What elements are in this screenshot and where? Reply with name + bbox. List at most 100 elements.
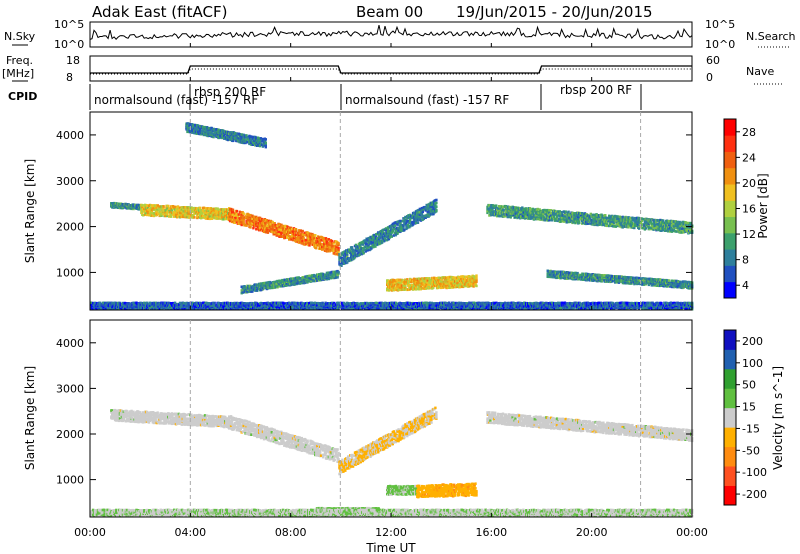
echo-cell [218,208,221,212]
freq-right-tick-bottom: 0 [706,71,713,84]
echo-cell [376,232,379,236]
echo-cell [328,249,331,253]
echo-cell [302,237,305,240]
echo-cell [303,231,306,235]
echo-cell [435,198,438,202]
date-range: 19/Jun/2015 - 20/Jun/2015 [456,3,653,21]
echo-cell [219,211,222,215]
echo-cell [245,221,248,225]
echo-cell [287,233,290,236]
echo-cell [298,232,301,235]
echo-cell [464,281,468,284]
echo-cell [420,279,423,283]
echo-cell [396,223,399,226]
echo-cell [346,251,349,255]
echo-cell [337,248,340,252]
nsky-label: N.Sky [4,30,36,43]
echo-cell [176,205,180,208]
echo-cell [411,216,414,220]
echo-cell [285,228,288,231]
echo-cell [474,283,477,286]
echo-cell [330,239,333,243]
echo-cell [463,277,467,280]
echo-cell [337,242,340,245]
echo-cell [240,223,243,227]
echo-cell [211,216,214,220]
echo-cell [389,233,393,237]
echo-cell [439,286,443,290]
echo-cell [189,215,192,219]
echo-cell [435,208,438,212]
echo-cell [175,213,179,217]
echo-cell [351,248,355,252]
echo-cell [495,206,498,209]
echo-cell [140,207,143,211]
echo-cell [429,205,432,208]
echo-cell [435,205,438,208]
echo-cell [213,215,216,219]
echo-cell [290,234,294,237]
echo-cell [431,203,434,207]
echo-cell [164,214,167,218]
echo-cell [325,242,329,245]
echo-cell [228,210,232,213]
echo-cell [420,211,424,215]
echo-cell [269,222,272,226]
echo-cell [417,287,421,291]
echo-cell [424,281,427,284]
echo-cell [392,234,395,237]
echo-cell [491,208,494,212]
echo-cell [450,281,453,285]
echo-cell [414,280,418,283]
echo-cell [374,245,377,248]
echo-cell [424,285,427,288]
echo-cell [416,282,420,285]
echo-cell [235,209,239,213]
echo-cell [280,229,283,232]
freq-label: Freq. [6,54,33,67]
echo-cell [355,249,359,253]
echo-cell [423,277,426,280]
echo-cell [490,213,493,217]
echo-cell [359,248,362,252]
echo-cell [278,223,281,226]
echo-cell [346,255,349,259]
echo-cell [227,215,230,219]
echo-cell [152,208,156,211]
echo-cell [386,233,390,237]
echo-cell [299,234,302,237]
freq-unit-label: [MHz] [2,67,34,80]
echo-cell [231,213,235,216]
echo-cell [407,223,410,227]
echo-cell [146,209,149,213]
echo-cell [362,247,365,250]
echo-cell [364,245,367,248]
echo-cell [420,213,424,216]
echo-cell [301,235,304,238]
echo-cell [222,213,225,217]
echo-cell [290,227,294,231]
echo-cell [460,277,463,281]
echo-cell [396,232,399,235]
echo-cell [294,233,298,237]
echo-cell [422,208,425,211]
echo-cell [242,220,245,224]
echo-cell [340,264,343,267]
echo-cell [225,212,228,215]
echo-cell [269,228,272,231]
echo-cell [201,216,205,219]
echo-cell [166,212,169,216]
echo-cell [475,284,478,288]
echo-cell [276,224,279,228]
echo-cell [188,206,191,209]
echo-cell [164,211,167,214]
echo-cell [240,218,243,222]
echo-cell [472,285,475,288]
echo-cell [432,279,435,282]
echo-cell [202,206,206,210]
echo-cell [251,217,254,220]
echo-cell [390,235,393,238]
echo-cell [271,220,274,224]
echo-cell [416,221,420,224]
